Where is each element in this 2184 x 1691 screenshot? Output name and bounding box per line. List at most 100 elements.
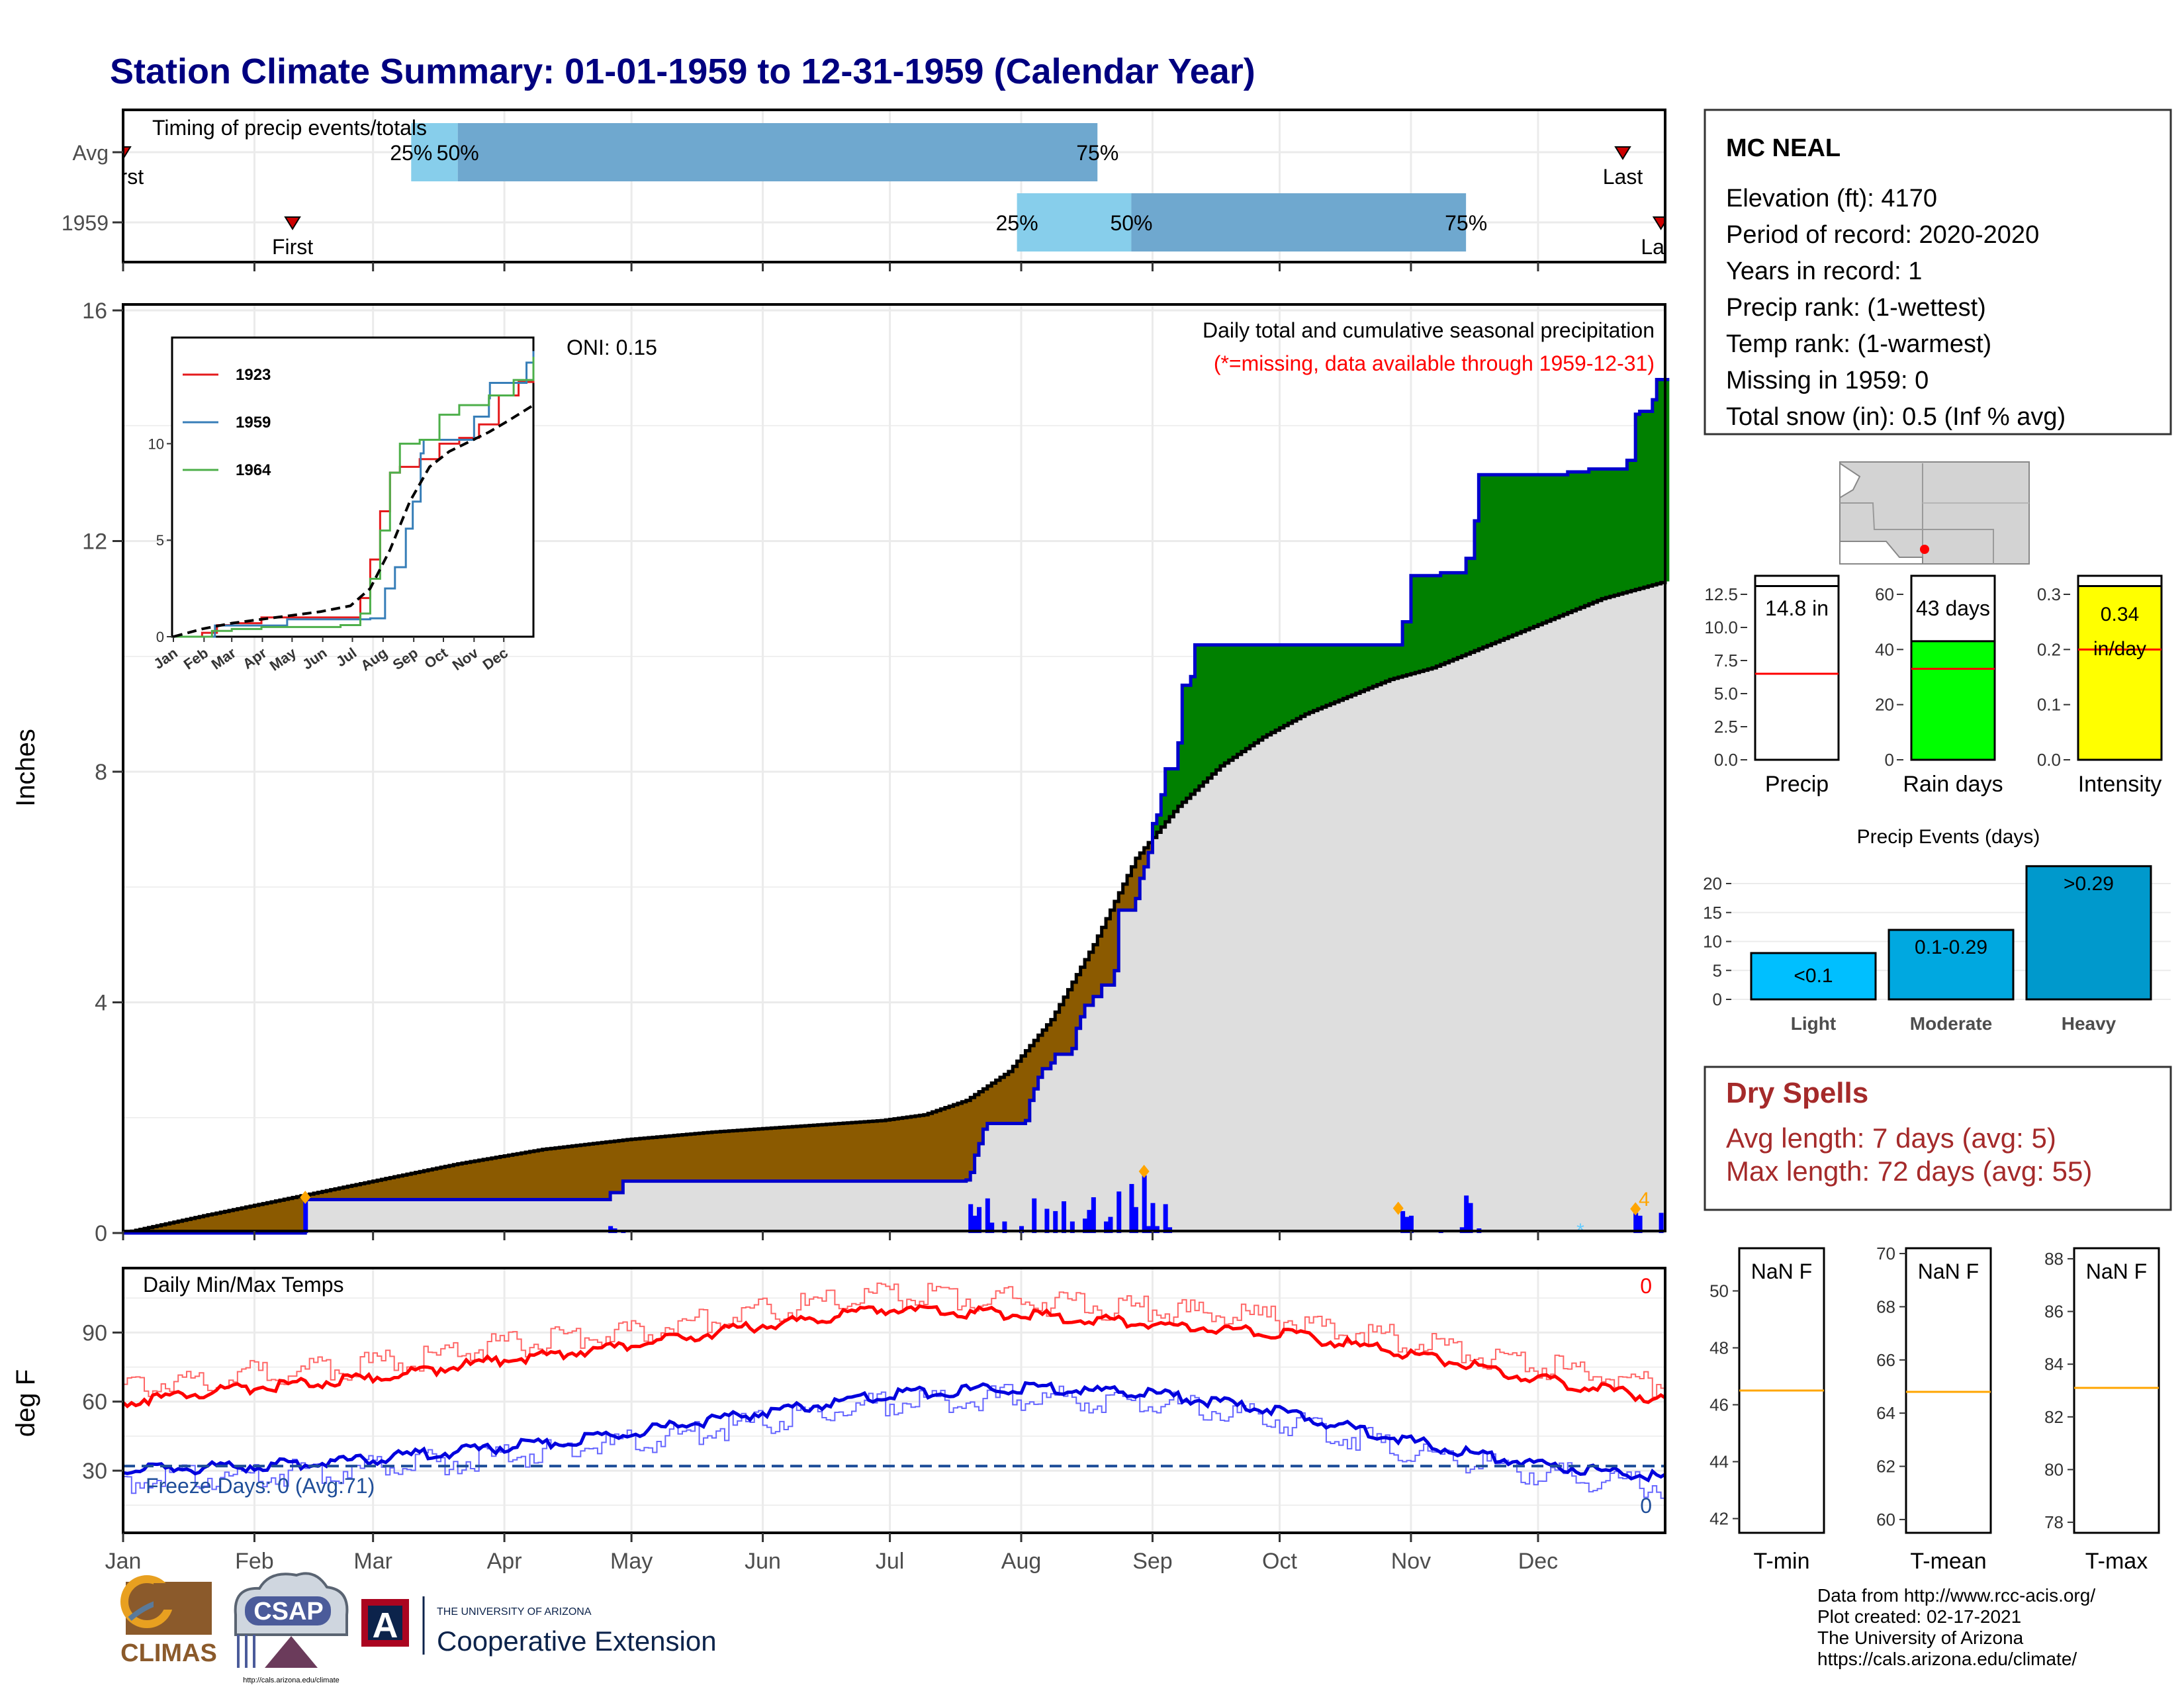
timing-marker [123,146,132,160]
temp-box-y-tick-label: 78 [2044,1512,2064,1532]
summary-panel-precip: 0.0 2.5 5.0 7.5 10.0 12.5 14.8 in Precip [1704,574,1840,797]
summary-frame [2077,574,2163,761]
dry-spells-box: Dry Spells Avg length: 7 days (avg: 5) M… [1704,1066,2172,1211]
summary-y-tick-label: 2.5 [1714,717,1738,737]
daily-precip-bar [1044,1209,1050,1233]
summary-y-tick-label: 20 [1875,695,1894,715]
missing-note: (*=missing, data available through 1959-… [1214,351,1655,375]
daily-precip-bar [1062,1201,1067,1233]
station-info-line: Total snow (in): 0.5 (Inf % avg) [1726,403,2066,431]
temperature-summary-boxes: 42 44 46 48 50 NaN F T-min 60 62 64 66 68 70 NaN F T-m… [1709,1244,2160,1574]
daily-precip-bar [1150,1203,1156,1233]
summary-value-label: 0.34 [2101,604,2139,625]
temp-box-y-tick-label: 48 [1709,1338,1729,1358]
daily-precip-bar [1032,1198,1037,1233]
events-y-tick-label: 20 [1703,874,1722,893]
daily-precip-bar [1069,1221,1075,1233]
summary-y-tick-label: 0 [1885,750,1894,770]
summary-y-tick-label: 0.2 [2037,639,2061,659]
events-bar-moderate [1888,929,2015,1001]
station-location-dot [1920,545,1929,554]
footer-credit-line: https://cals.arizona.edu/climate/ [1817,1649,2077,1669]
temp-y-tick-label: 90 [82,1320,107,1346]
summary-x-label: Rain days [1903,772,2003,797]
month-label: Nov [1391,1549,1431,1574]
summary-panel-intensity: 0.0 0.1 0.2 0.3 0.34 in/day Intensity [2037,574,2163,797]
summary-x-label: Intensity [2078,772,2162,797]
timing-bar-q50-q75 [1131,193,1467,251]
timing-bar-q50-q75 [457,123,1098,181]
month-label: Apr [487,1549,522,1574]
event-marker [1392,1201,1404,1215]
temp-panel-label: Daily Min/Max Temps [143,1273,343,1297]
ua-mark: A [373,1606,398,1645]
temp-box-y-tick-label: 64 [1876,1403,1895,1423]
timing-row-label: 1959 [62,211,109,235]
timing-label-75: 75% [1076,141,1118,165]
temp-box-y-tick-label: 80 [2044,1459,2064,1479]
university-of-arizona-logo: A THE UNIVERSITY OF ARIZONA Cooperative … [361,1596,717,1657]
daily-precip-bar [1142,1175,1147,1233]
inset-y-tick-label: 10 [148,435,164,452]
inset-legend-label: 1964 [236,461,271,479]
summary-y-tick-label: 5.0 [1714,684,1738,704]
daily-precip-bar [1116,1191,1122,1233]
daily-precip-bar [1633,1212,1639,1233]
location-map [1839,461,2030,565]
month-label: Jul [876,1549,904,1574]
csap-text: CSAP [253,1598,324,1625]
events-bar-heavy [2025,865,2152,1001]
timing-label-25: 25% [390,141,432,165]
daily-precip-bar [1404,1216,1410,1233]
temp-box-value-label: NaN F [2086,1259,2147,1283]
daily-precip-bar [1104,1221,1109,1233]
month-label: Oct [1262,1549,1297,1574]
climas-logo: CLIMAS [120,1575,217,1667]
station-info-line: Missing in 1959: 0 [1726,367,1929,394]
events-x-label: Moderate [1910,1013,1992,1034]
daily-precip-bar [1464,1195,1469,1233]
events-y-tick-label: 0 [1713,989,1722,1009]
ua-extension-text: Cooperative Extension [437,1625,717,1657]
daily-precip-bar [1129,1183,1134,1233]
tmax-smoothed-line [122,1304,1666,1409]
dry-spells-title: Dry Spells [1726,1077,1868,1109]
temp-box-y-tick-label: 50 [1709,1281,1729,1301]
event-marker [300,1191,311,1205]
summary-x-label: Precip [1765,772,1829,797]
event-marker [1630,1202,1641,1216]
month-label: Feb [235,1549,274,1574]
summary-frame [1754,574,1840,761]
temp-box-y-tick-label: 46 [1709,1395,1729,1415]
events-x-label: Light [1791,1013,1836,1034]
temp-y-tick-label: 30 [82,1459,107,1484]
daily-precip-bar [1019,1226,1024,1233]
temp-count-top: 0 [1640,1274,1652,1298]
footer-credit-line: Plot created: 02-17-2021 [1817,1606,2021,1627]
csap-url: http://cals.arizona.edu/climate [243,1676,340,1684]
temp-box-y-tick-label: 82 [2044,1407,2064,1427]
daily-precip-bar [968,1204,974,1233]
daily-precip-bar [1002,1221,1007,1233]
events-x-label: Heavy [2062,1013,2116,1034]
summary-y-tick-label: 10.0 [1704,617,1738,637]
summary-y-tick-label: 0.3 [2037,584,2061,604]
month-label: Jan [105,1549,142,1574]
temp-box-x-label: T-mean [1910,1549,1986,1574]
summary-y-tick-label: 0.0 [2037,750,2061,770]
timing-label-75: 75% [1445,211,1487,235]
ua-small-text: THE UNIVERSITY OF ARIZONA [437,1606,592,1618]
month-label: Dec [1518,1549,1558,1574]
page-title: Station Climate Summary: 01-01-1959 to 1… [110,52,1255,91]
daily-precip-bar [1133,1207,1138,1233]
temp-y-tick-label: 60 [82,1390,107,1415]
timing-last-label: Last [1641,235,1681,259]
temp-count-bottom: 0 [1640,1494,1652,1518]
timing-row-label: Avg [72,141,109,165]
summary-y-tick-label: 60 [1875,584,1894,604]
timing-marker [284,216,301,230]
station-info-line: Temp rank: (1-warmest) [1726,330,1991,358]
below-normal-fill [127,843,1153,1233]
summary-panel-rain-days: 0 20 40 60 43 days Rain days [1875,574,2003,797]
